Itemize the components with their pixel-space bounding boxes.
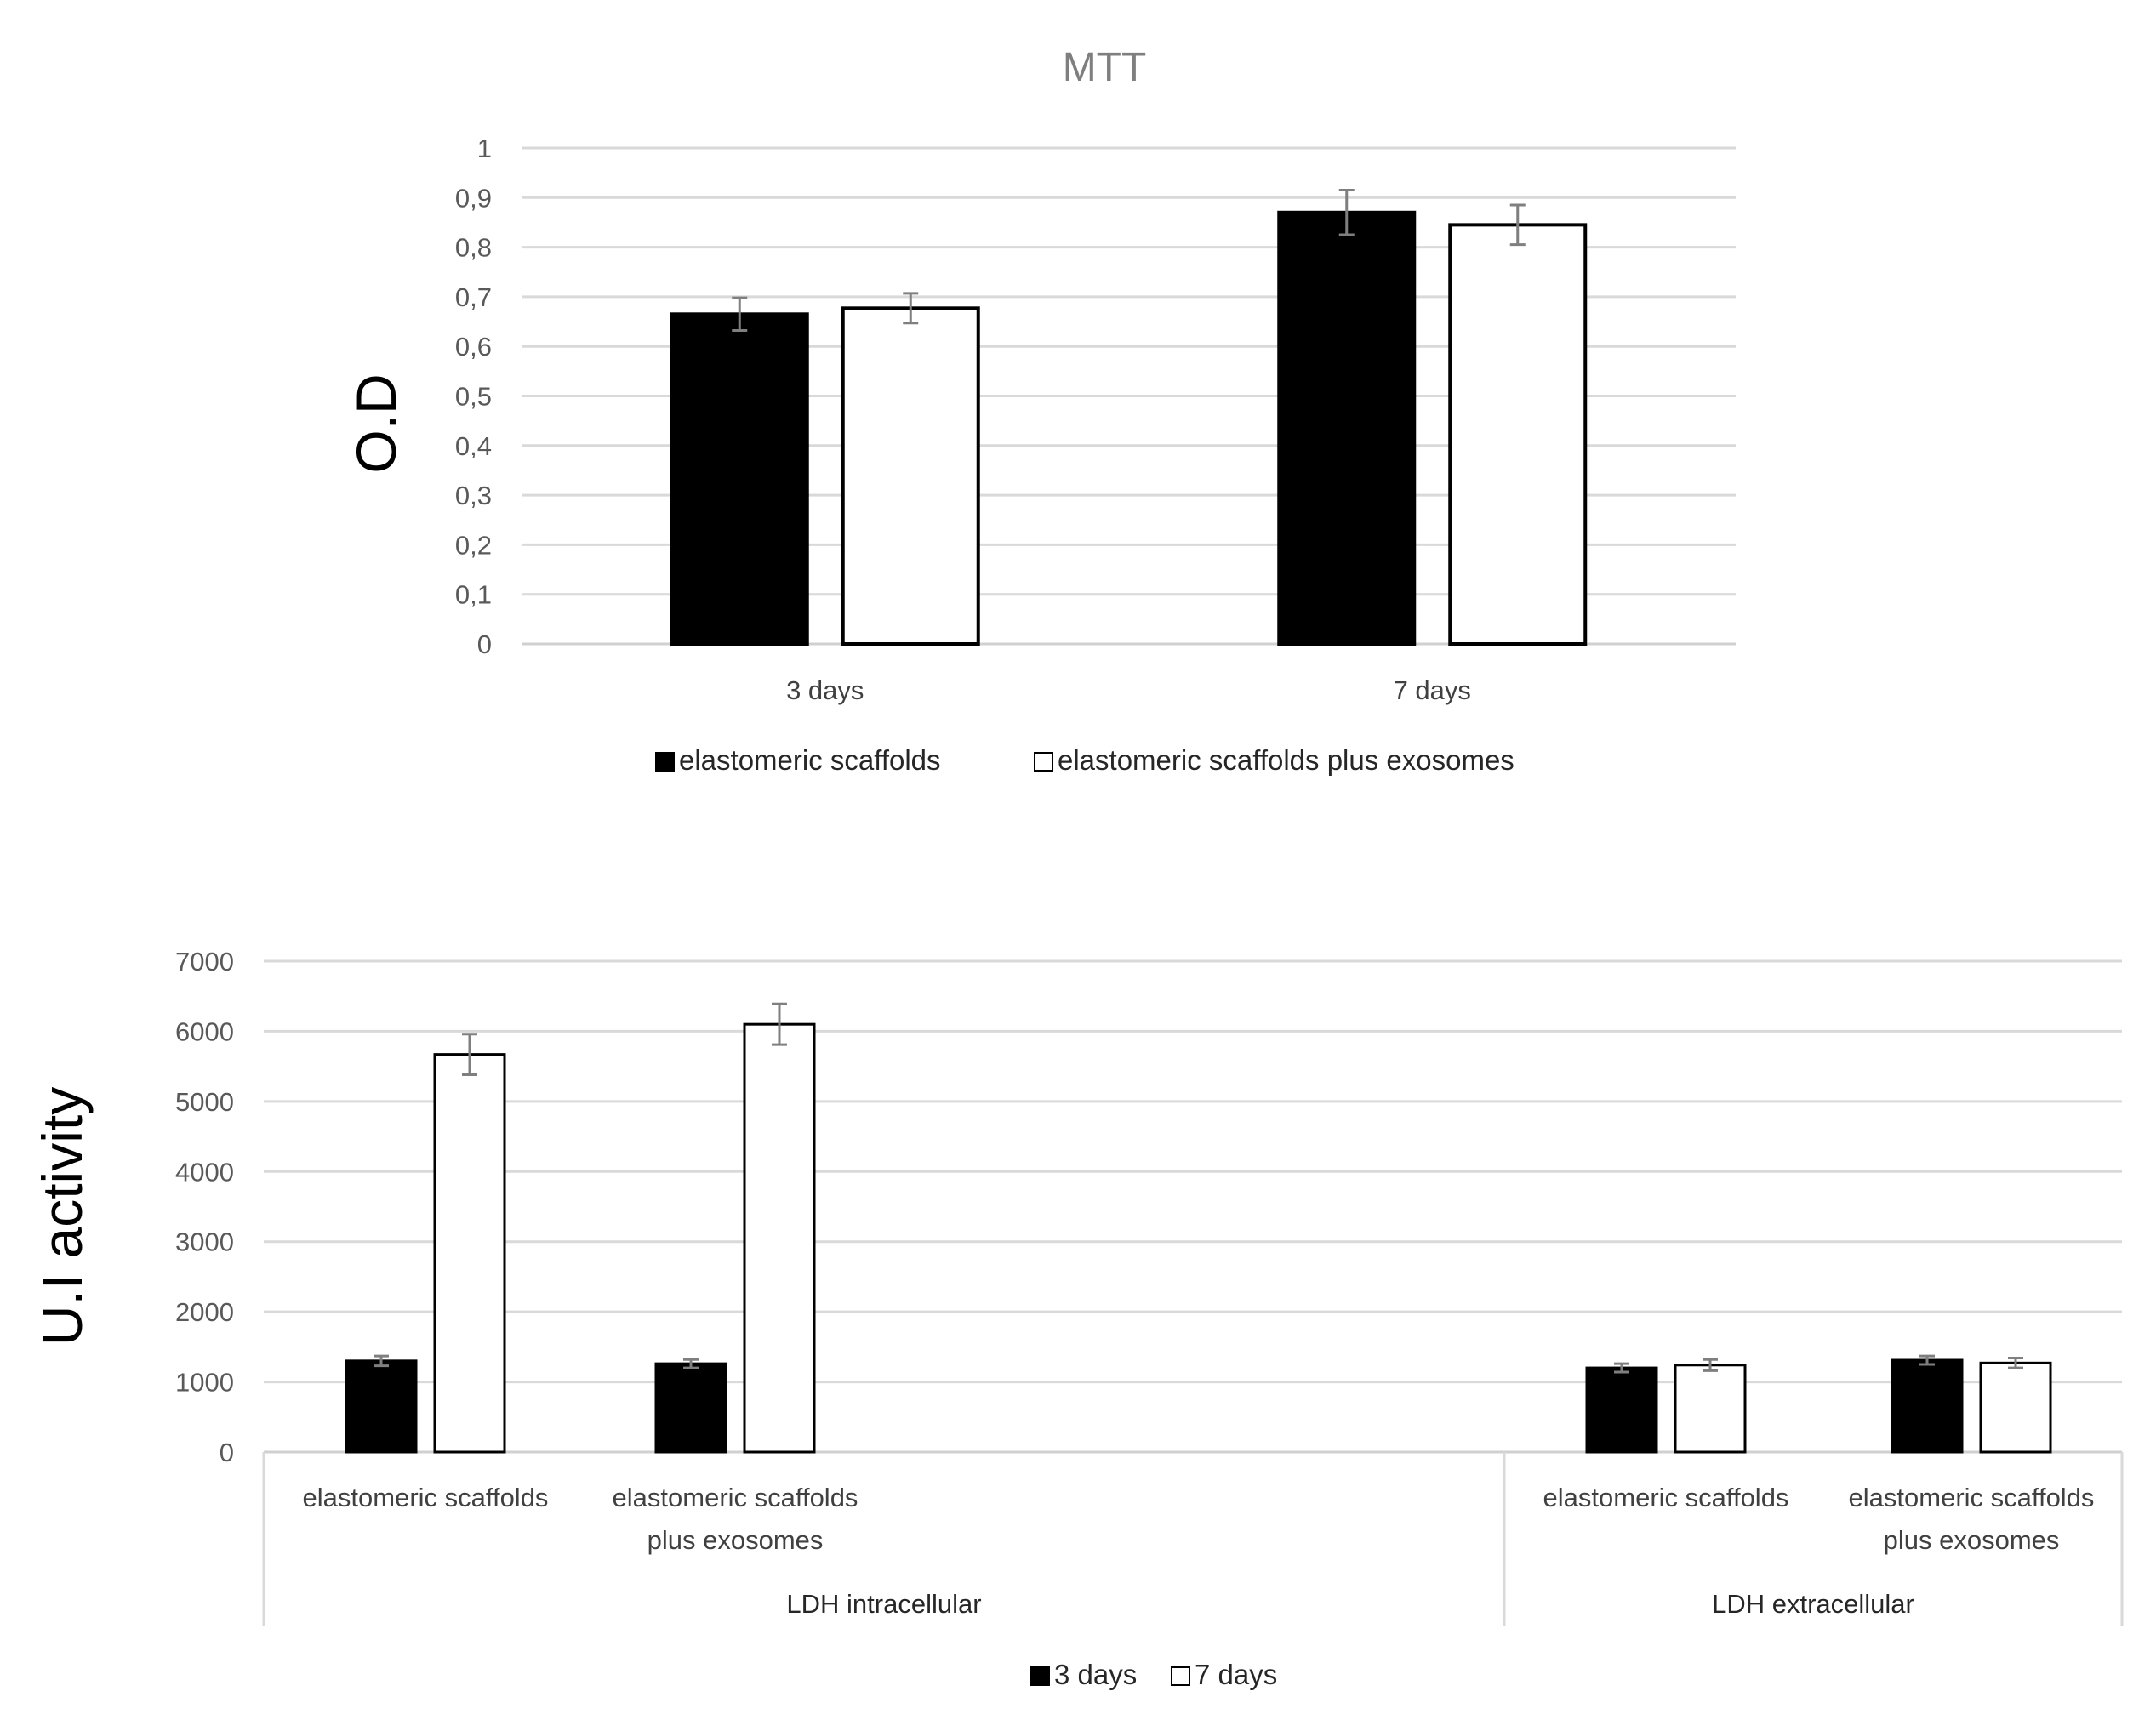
bar-elastomeric-scaffolds-plus-exosomes-7-days xyxy=(1448,223,1588,646)
y-tick-label: 6000 xyxy=(175,1016,234,1046)
ldh-y-ticks: 0 1000 2000 3000 4000 5000 6000 7000 xyxy=(175,947,234,1467)
bar-3-days-ldh-extracellular-2 xyxy=(1891,1358,1964,1454)
error-bar-elastomeric-scaffolds-7-days xyxy=(1338,189,1355,236)
y-tick-label: 0,7 xyxy=(455,282,492,312)
ldh-category-axis-lines xyxy=(262,1452,2124,1626)
bar-3-days-ldh-intracellular-1 xyxy=(345,1359,418,1454)
mtt-bars xyxy=(670,189,1588,646)
mtt-chart-title: MTT xyxy=(1063,45,1147,90)
x-category-label: plus exosomes xyxy=(1884,1525,2060,1555)
ldh-x-labels: elastomeric scaffolds elastomeric scaffol… xyxy=(303,1483,2095,1619)
ldh-chart: 0 1000 2000 3000 4000 5000 6000 7000 elastomeri… xyxy=(31,947,2124,1690)
legend-label-7-days: 7 days xyxy=(1195,1659,1277,1690)
error-bar-elastomeric-scaffolds-plus-exosomes-7-days xyxy=(1509,203,1526,247)
bar-elastomeric-scaffolds-7-days xyxy=(1277,210,1417,646)
y-tick-label: 0,2 xyxy=(455,530,492,560)
x-category-label: 3 days xyxy=(786,675,864,705)
bar-7-days-ldh-intracellular-2 xyxy=(743,1022,816,1454)
x-category-label: 7 days xyxy=(1394,675,1471,705)
bar-elastomeric-scaffolds-3-days xyxy=(670,312,809,646)
y-tick-label: 0,4 xyxy=(455,431,492,461)
y-tick-label: 5000 xyxy=(175,1087,234,1117)
y-tick-label: 0,8 xyxy=(455,233,492,263)
x-category-label: elastomeric scaffolds xyxy=(1849,1483,2095,1512)
y-tick-label: 7000 xyxy=(175,947,234,977)
ldh-legend: 3 days 7 days xyxy=(1030,1659,1277,1690)
legend-swatch-3-days xyxy=(1030,1666,1050,1686)
error-bar-3-days-ldh-extracellular-1 xyxy=(1614,1362,1629,1374)
mtt-legend: elastomeric scaffolds elastomeric scaffo… xyxy=(655,744,1514,776)
error-bar-3-days-ldh-intracellular-1 xyxy=(374,1354,389,1368)
bar-7-days-ldh-extracellular-2 xyxy=(1979,1361,2052,1454)
ldh-gridlines xyxy=(264,959,2122,1454)
legend-swatch-elastomeric-scaffolds xyxy=(655,752,675,772)
error-bar-3-days-ldh-intracellular-2 xyxy=(683,1358,699,1369)
legend-swatch-elastomeric-scaffolds-plus-exosomes xyxy=(1034,752,1053,772)
mtt-x-labels: 3 days 7 days xyxy=(786,675,1471,705)
bar-3-days-ldh-intracellular-2 xyxy=(654,1362,727,1454)
y-tick-label: 2000 xyxy=(175,1297,234,1327)
mtt-chart: MTT 0 0,1 0,2 0,3 0,4 0,5 0,6 0,7 0,8 0,9 1 3 days… xyxy=(345,45,1736,776)
x-group-label: LDH intracellular xyxy=(786,1589,981,1619)
y-tick-label: 1 xyxy=(477,134,492,163)
error-bar-7-days-ldh-extracellular-2 xyxy=(2008,1357,2023,1369)
ldh-bars xyxy=(345,1002,2052,1454)
bar-3-days-ldh-extracellular-1 xyxy=(1585,1366,1658,1454)
x-category-label: elastomeric scaffolds xyxy=(303,1483,549,1512)
error-bar-7-days-ldh-intracellular-2 xyxy=(772,1002,787,1046)
legend-label-3-days: 3 days xyxy=(1054,1659,1137,1690)
error-bar-7-days-ldh-intracellular-1 xyxy=(462,1033,477,1077)
y-tick-label: 0,9 xyxy=(455,183,492,213)
y-tick-label: 3000 xyxy=(175,1227,234,1257)
y-tick-label: 4000 xyxy=(175,1157,234,1187)
y-tick-label: 0,5 xyxy=(455,382,492,412)
x-category-label: elastomeric scaffolds xyxy=(613,1483,858,1512)
y-tick-label: 0,1 xyxy=(455,580,492,610)
legend-label-elastomeric-scaffolds: elastomeric scaffolds xyxy=(679,744,941,776)
y-tick-label: 1000 xyxy=(175,1368,234,1398)
y-tick-label: 0,3 xyxy=(455,481,492,510)
ldh-y-axis-label: U.I activity xyxy=(31,1087,94,1346)
bar-elastomeric-scaffolds-plus-exosomes-3-days xyxy=(841,306,980,646)
y-tick-label: 0 xyxy=(220,1438,234,1467)
legend-swatch-7-days xyxy=(1171,1666,1190,1686)
y-tick-label: 0,6 xyxy=(455,332,492,362)
x-category-label: elastomeric scaffolds xyxy=(1543,1483,1789,1512)
error-bar-elastomeric-scaffolds-plus-exosomes-3-days xyxy=(903,292,919,325)
x-category-label: plus exosomes xyxy=(647,1525,824,1555)
y-tick-label: 0 xyxy=(477,629,492,659)
x-group-label: LDH extracellular xyxy=(1712,1589,1914,1619)
mtt-y-ticks: 0 0,1 0,2 0,3 0,4 0,5 0,6 0,7 0,8 0,9 1 xyxy=(455,134,492,659)
error-bar-elastomeric-scaffolds-3-days xyxy=(732,296,748,333)
bar-7-days-ldh-extracellular-1 xyxy=(1674,1364,1747,1454)
bar-7-days-ldh-intracellular-1 xyxy=(433,1053,506,1454)
legend-label-elastomeric-scaffolds-plus-exosomes: elastomeric scaffolds plus exosomes xyxy=(1058,744,1514,776)
error-bar-7-days-ldh-extracellular-1 xyxy=(1703,1358,1718,1372)
error-bar-3-days-ldh-extracellular-2 xyxy=(1919,1354,1935,1366)
mtt-y-axis-label: O.D xyxy=(345,373,408,473)
